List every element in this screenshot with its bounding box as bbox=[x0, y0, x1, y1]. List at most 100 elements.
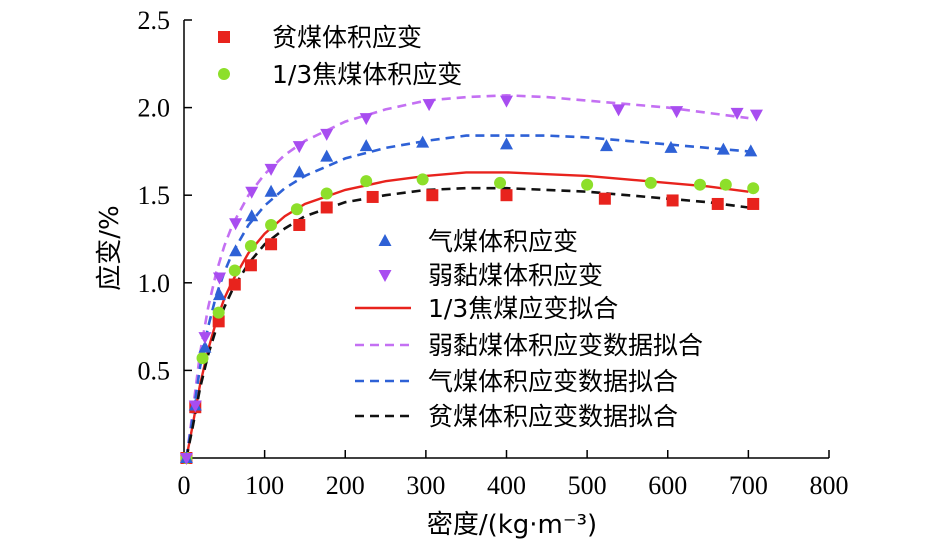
data-point bbox=[360, 175, 373, 188]
legend-label: 气煤体积应变数据拟合 bbox=[428, 367, 678, 396]
data-point bbox=[292, 165, 306, 178]
data-point bbox=[500, 189, 513, 202]
data-point bbox=[265, 218, 278, 231]
data-point bbox=[670, 106, 684, 119]
data-point bbox=[198, 332, 212, 345]
legend-entry: 1/3焦煤体积应变 bbox=[218, 60, 462, 89]
data-point bbox=[359, 139, 373, 152]
data-point bbox=[598, 192, 611, 205]
data-point bbox=[747, 182, 760, 195]
markers bbox=[179, 95, 763, 465]
x-tick-label: 700 bbox=[729, 471, 768, 500]
legend-entry: 贫煤体积应变 bbox=[218, 23, 422, 52]
data-point bbox=[366, 190, 379, 203]
data-point bbox=[730, 107, 744, 120]
data-point bbox=[290, 203, 303, 216]
data-point bbox=[244, 259, 257, 272]
legend-entry: 贫煤体积应变数据拟合 bbox=[355, 402, 678, 431]
data-point bbox=[426, 189, 439, 202]
legend-label: 弱黏煤体积应变数据拟合 bbox=[428, 331, 703, 360]
data-point bbox=[500, 137, 513, 150]
legend-marker bbox=[378, 234, 392, 246]
data-point bbox=[747, 197, 760, 210]
data-point bbox=[749, 109, 763, 122]
legend-entry: 弱黏煤体积应变数据拟合 bbox=[355, 331, 703, 360]
legend-label: 气煤体积应变 bbox=[428, 227, 578, 256]
data-point bbox=[359, 113, 373, 126]
data-point bbox=[422, 99, 436, 112]
data-point bbox=[644, 176, 657, 189]
x-tick-label: 400 bbox=[487, 471, 526, 500]
data-point bbox=[719, 178, 732, 191]
data-point bbox=[694, 178, 706, 191]
data-point bbox=[716, 142, 730, 155]
legend-label: 1/3焦煤应变拟合 bbox=[428, 294, 618, 323]
data-point bbox=[265, 238, 278, 251]
data-point bbox=[320, 149, 334, 162]
legend-marker bbox=[378, 270, 392, 282]
legend-label: 贫煤体积应变 bbox=[272, 23, 422, 52]
legend-marker bbox=[218, 31, 230, 43]
data-point bbox=[228, 278, 241, 291]
y-axis-title: 应变/% bbox=[95, 205, 125, 290]
data-point bbox=[416, 135, 430, 148]
data-point bbox=[212, 288, 226, 301]
data-point bbox=[320, 128, 334, 141]
y-tick-label: 2.5 bbox=[138, 6, 171, 35]
data-point bbox=[212, 306, 225, 319]
data-point bbox=[666, 194, 679, 207]
y-tick-label: 0.5 bbox=[138, 356, 171, 385]
x-tick-label: 300 bbox=[406, 471, 445, 500]
x-tick-label: 200 bbox=[326, 471, 365, 500]
data-point bbox=[228, 264, 241, 277]
data-point bbox=[179, 453, 193, 465]
legend-entry: 1/3焦煤应变拟合 bbox=[355, 294, 618, 323]
legend-entry: 气煤体积应变数据拟合 bbox=[355, 367, 678, 396]
data-point bbox=[500, 95, 513, 108]
data-point bbox=[188, 400, 202, 413]
x-tick-label: 600 bbox=[648, 471, 687, 500]
y-tick-label: 1.0 bbox=[138, 269, 171, 298]
legend-marker bbox=[218, 68, 230, 80]
x-tick-label: 500 bbox=[568, 471, 607, 500]
data-point bbox=[664, 140, 678, 153]
data-point bbox=[293, 218, 306, 231]
x-axis-title: 密度/(kg·m⁻³) bbox=[427, 510, 597, 540]
legend-entry: 气煤体积应变 bbox=[378, 227, 578, 256]
data-point bbox=[212, 272, 226, 285]
data-point bbox=[245, 209, 259, 222]
data-point bbox=[581, 178, 594, 191]
data-point bbox=[711, 197, 724, 210]
data-point bbox=[612, 104, 626, 117]
data-point bbox=[229, 218, 243, 231]
x-tick-label: 800 bbox=[810, 471, 849, 500]
axes: 0 100 200 300 400 500 600 700 800 0.5 1.0 1.5 2.0 2.5 bbox=[138, 6, 849, 500]
data-point bbox=[599, 139, 613, 152]
data-point bbox=[264, 163, 278, 176]
x-tick-label: 100 bbox=[245, 471, 284, 500]
data-point bbox=[416, 173, 429, 186]
fit-line-1 bbox=[185, 93, 749, 459]
x-tick-label: 0 bbox=[178, 471, 191, 500]
data-point bbox=[292, 141, 306, 154]
series-3 bbox=[179, 95, 763, 465]
legend-label: 贫煤体积应变数据拟合 bbox=[428, 402, 678, 431]
legend-label: 弱黏煤体积应变 bbox=[428, 261, 603, 290]
y-tick-label: 1.5 bbox=[138, 181, 171, 210]
data-point bbox=[212, 315, 225, 328]
data-point bbox=[320, 201, 333, 214]
legend-label: 1/3焦煤体积应变 bbox=[272, 60, 462, 89]
data-point bbox=[245, 186, 259, 199]
data-point bbox=[320, 187, 333, 200]
legend-entry: 弱黏煤体积应变 bbox=[378, 261, 603, 290]
data-point bbox=[494, 176, 507, 189]
data-point bbox=[229, 244, 243, 257]
y-tick-label: 2.0 bbox=[138, 94, 171, 123]
data-point bbox=[196, 352, 209, 365]
data-point bbox=[264, 184, 278, 197]
data-point bbox=[244, 240, 257, 253]
data-point bbox=[198, 340, 212, 353]
data-point bbox=[744, 144, 758, 157]
